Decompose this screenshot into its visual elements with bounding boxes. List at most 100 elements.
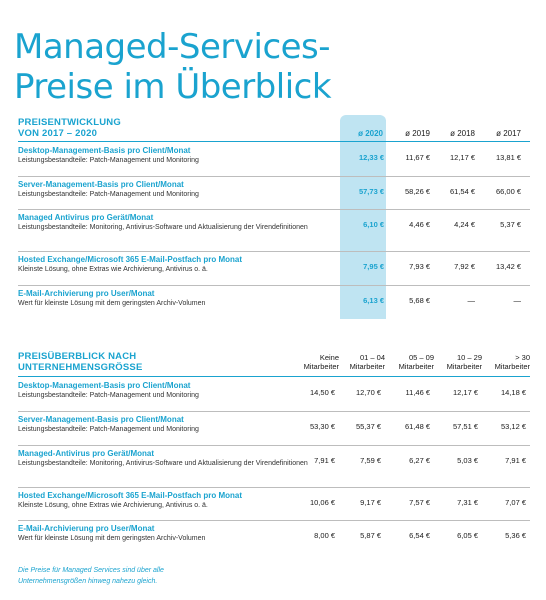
price-cell: 7,57 €: [409, 498, 430, 507]
year-header-2018: ø 2018: [450, 129, 475, 138]
row-title: Hosted Exchange/Microsoft 365 E-Mail-Pos…: [18, 255, 243, 264]
table-row: Hosted Exchange/Microsoft 365 E-Mail-Pos…: [18, 255, 530, 285]
table-row: E-Mail-Archivierung pro User/Monat Wert f…: [18, 289, 530, 319]
row-divider: [18, 520, 530, 521]
table2-heading: PREISÜBERBLICK NACH UNTERNEHMENSGRÖSSE: [18, 351, 142, 373]
column-header-line-2: Mitarbeiter: [349, 362, 385, 371]
row-divider: [18, 251, 530, 252]
table2-heading-line-1: PREISÜBERBLICK NACH: [18, 351, 137, 362]
row-description: Wert für kleinste Lösung mit dem gerings…: [18, 300, 206, 307]
price-cell: 7,07 €: [505, 498, 526, 507]
price-cell: 7,91 €: [314, 456, 335, 465]
column-header-line-2: Mitarbeiter: [398, 362, 434, 371]
price-cell: 57,73 €: [358, 187, 384, 196]
row-description: Leistungsbestandteile: Monitoring, Antiv…: [18, 224, 308, 231]
price-cell: 5,37 €: [500, 220, 521, 229]
column-header-line-1: 05 – 09: [408, 353, 434, 362]
price-cell: 5,68 €: [409, 296, 430, 305]
row-divider: [18, 411, 530, 412]
price-cell: 12,33 €: [358, 153, 384, 162]
table1-heading: PREISENTWICKLUNG VON 2017 – 2020: [18, 117, 121, 139]
row-description: Wert für kleinste Lösung mit dem gerings…: [18, 535, 206, 542]
price-cell: 5,36 €: [505, 531, 526, 540]
price-cell: 61,54 €: [449, 187, 475, 196]
table2-header-rule: [18, 376, 530, 377]
column-header: 10 – 29 Mitarbeiter: [434, 353, 482, 371]
row-divider: [18, 209, 530, 210]
price-cell: 13,42 €: [495, 262, 521, 271]
table-row: Server-Management-Basis pro Client/Monat…: [18, 415, 530, 445]
row-divider: [18, 285, 530, 286]
row-description: Kleinste Lösung, ohne Extras wie Archivi…: [18, 502, 208, 509]
price-cell: 14,18 €: [500, 388, 526, 397]
row-divider: [18, 487, 530, 488]
row-description: Leistungsbestandteile: Patch-Management …: [18, 191, 199, 198]
price-cell: 11,67 €: [405, 153, 430, 162]
row-title: Server-Management-Basis pro Client/Monat: [18, 415, 184, 424]
price-cell: 6,13 €: [363, 296, 384, 305]
row-title: E-Mail-Archivierung pro User/Monat: [18, 289, 155, 298]
table-row: Server-Management-Basis pro Client/Monat…: [18, 180, 530, 210]
price-cell: 66,00 €: [495, 187, 521, 196]
price-cell: —: [513, 296, 522, 305]
price-cell: 11,46 €: [405, 388, 430, 397]
year-header-2020: ø 2020: [358, 129, 383, 138]
table-row: Desktop-Management-Basis pro Client/Mona…: [18, 381, 530, 411]
column-header-line-2: Mitarbeiter: [446, 362, 482, 371]
row-description: Leistungsbestandteile: Patch-Management …: [18, 426, 199, 433]
price-cell: 7,31 €: [457, 498, 478, 507]
table2-heading-line-2: UNTERNEHMENSGRÖSSE: [18, 362, 143, 373]
table1-header-rule: [18, 141, 530, 142]
price-cell: 8,00 €: [314, 531, 335, 540]
row-description: Leistungsbestandteile: Patch-Management …: [18, 392, 199, 399]
column-header-line-1: 01 – 04: [359, 353, 385, 362]
row-divider: [18, 445, 530, 446]
price-cell: 14,50 €: [309, 388, 335, 397]
price-cell: 7,95 €: [363, 262, 384, 271]
column-header: 05 – 09 Mitarbeiter: [386, 353, 434, 371]
price-cell: 5,87 €: [360, 531, 381, 540]
row-divider: [18, 176, 530, 177]
price-cell: 55,37 €: [355, 422, 381, 431]
price-cell: 58,26 €: [404, 187, 430, 196]
row-description: Kleinste Lösung, ohne Extras wie Archivi…: [18, 266, 208, 273]
table-row: E-Mail-Archivierung pro User/Monat Wert f…: [18, 524, 530, 554]
row-title: E-Mail-Archivierung pro User/Monat: [18, 524, 155, 533]
price-cell: 13,81 €: [495, 153, 521, 162]
title-line-1: Managed-Services-: [14, 26, 331, 67]
row-description: Leistungsbestandteile: Patch-Management …: [18, 157, 199, 164]
price-cell: 12,70 €: [355, 388, 381, 397]
row-title: Server-Management-Basis pro Client/Monat: [18, 180, 184, 189]
table-row: Managed-Antivirus pro Gerät/Monat Leistun…: [18, 449, 530, 479]
column-header-line-2: Mitarbeiter: [303, 362, 339, 371]
year-header-2019: ø 2019: [405, 129, 430, 138]
table-row: Desktop-Management-Basis pro Client/Mona…: [18, 146, 530, 176]
row-title: Managed Antivirus pro Gerät/Monat: [18, 213, 154, 222]
price-cell: 6,10 €: [363, 220, 384, 229]
price-cell: —: [467, 296, 476, 305]
column-header-line-1: 10 – 29: [456, 353, 482, 362]
column-header-line-1: > 30: [515, 353, 530, 362]
column-header-line-2: Mitarbeiter: [494, 362, 530, 371]
row-title: Hosted Exchange/Microsoft 365 E-Mail-Pos…: [18, 491, 243, 500]
table1-heading-line-2: VON 2017 – 2020: [18, 128, 98, 139]
column-header: > 30 Mitarbeiter: [482, 353, 530, 371]
price-cell: 10,06 €: [309, 498, 335, 507]
row-title: Desktop-Management-Basis pro Client/Mona…: [18, 381, 191, 390]
price-cell: 4,24 €: [454, 220, 475, 229]
row-title: Desktop-Management-Basis pro Client/Mona…: [18, 146, 191, 155]
price-cell: 53,30 €: [309, 422, 335, 431]
price-cell: 53,12 €: [500, 422, 526, 431]
price-cell: 57,51 €: [452, 422, 478, 431]
price-cell: 7,91 €: [505, 456, 526, 465]
price-cell: 12,17 €: [449, 153, 475, 162]
price-cell: 4,46 €: [409, 220, 430, 229]
footnote: Die Preise für Managed Services sind übe…: [18, 567, 164, 585]
row-description: Leistungsbestandteile: Monitoring, Antiv…: [18, 460, 308, 467]
price-cell: 5,03 €: [457, 456, 478, 465]
price-cell: 6,27 €: [409, 456, 430, 465]
table-row: Hosted Exchange/Microsoft 365 E-Mail-Pos…: [18, 491, 530, 521]
price-cell: 7,92 €: [454, 262, 475, 271]
price-cell: 61,48 €: [404, 422, 430, 431]
price-cell: 7,93 €: [409, 262, 430, 271]
